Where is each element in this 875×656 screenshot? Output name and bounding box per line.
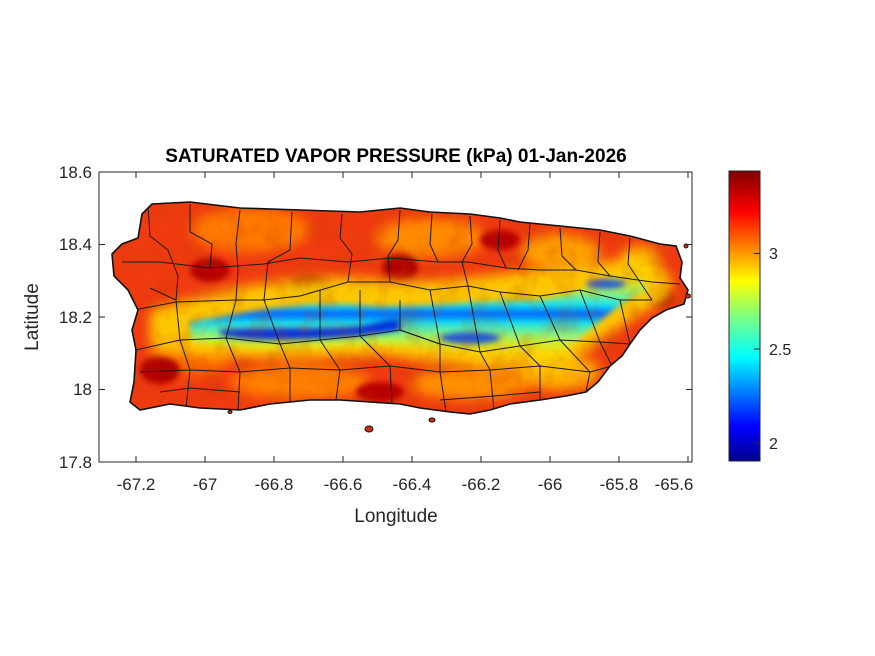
x-axis-label: Longitude: [354, 506, 437, 527]
colorbar-scale: [728, 170, 761, 462]
x-tick-label: -66.8: [255, 475, 294, 494]
colorbar-tick-label: 3: [769, 246, 778, 263]
y-tick-label: 18.4: [59, 235, 92, 254]
x-tick-label: -65.8: [600, 475, 639, 494]
y-axis-label: Latitude: [22, 283, 43, 351]
x-tick-label: -66.4: [393, 475, 432, 494]
y-axis: 18.6 18.4 18.2 18 17.8: [59, 163, 692, 472]
x-tick-label: -66: [538, 475, 563, 494]
offshore-islets: [227, 243, 691, 433]
y-tick-label: 18: [73, 380, 92, 399]
x-tick-label: -66.6: [324, 475, 363, 494]
x-tick-label: -67: [193, 475, 218, 494]
colorbar-tick-label: 2.5: [769, 342, 791, 359]
y-tick-label: 17.8: [59, 453, 92, 472]
y-tick-label: 18.2: [59, 308, 92, 327]
colorbar-tick-label: 2: [769, 436, 778, 453]
x-tick-label: -67.2: [117, 475, 156, 494]
x-tick-label: -66.2: [462, 475, 501, 494]
map-title: SATURATED VAPOR PRESSURE (kPa) 01-Jan-20…: [165, 146, 626, 167]
x-tick-label: -65.6: [655, 475, 694, 494]
municipality-boundaries: [122, 204, 681, 413]
y-tick-label: 18.6: [59, 163, 92, 182]
colorbar: 3 2.5 2: [728, 170, 791, 462]
x-axis: -67.2 -67 -66.8 -66.6 -66.4 -66.2 -66 -6…: [117, 172, 694, 494]
